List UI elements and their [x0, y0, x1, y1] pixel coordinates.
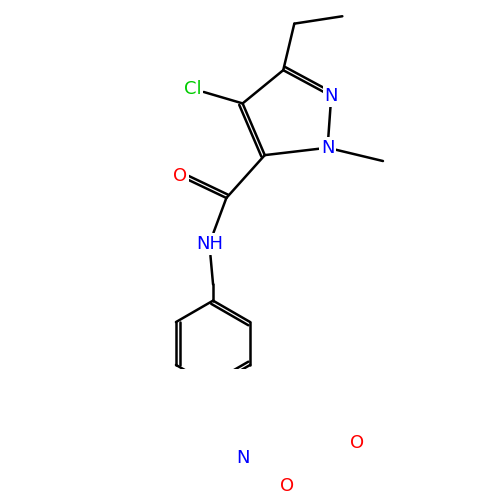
Text: O: O — [173, 167, 187, 185]
Text: N: N — [324, 87, 338, 105]
Text: NH: NH — [196, 235, 223, 253]
Text: O: O — [280, 477, 294, 495]
Text: O: O — [350, 434, 364, 452]
Text: N: N — [321, 138, 334, 156]
Text: Cl: Cl — [184, 80, 201, 98]
Text: N: N — [236, 449, 250, 467]
